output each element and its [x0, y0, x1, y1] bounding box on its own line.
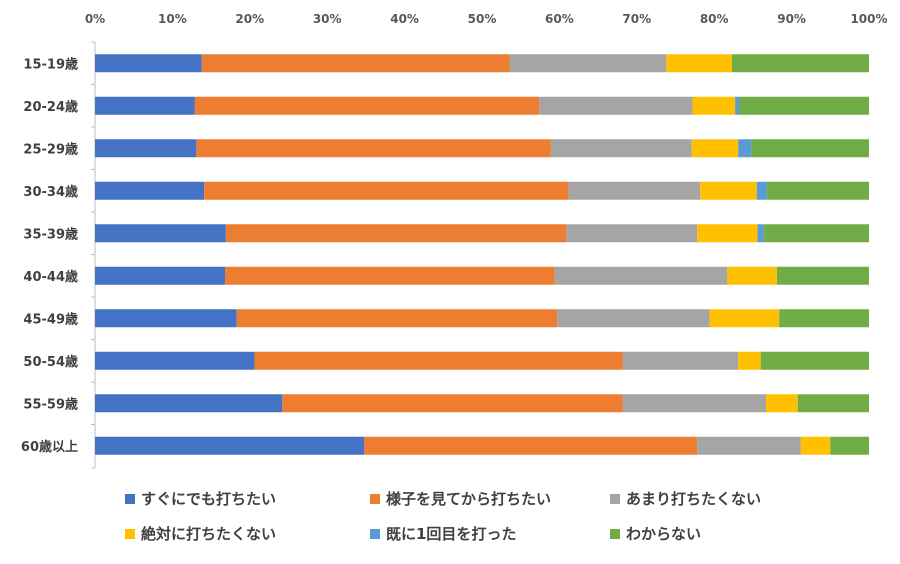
legend-swatch	[610, 493, 620, 504]
bar-segment	[95, 309, 237, 328]
bar-segment	[225, 266, 555, 285]
bar-segment	[751, 139, 869, 158]
bar-segment	[509, 54, 667, 73]
bar-segment	[797, 394, 869, 413]
bar-segment	[557, 309, 710, 328]
legend: すぐにでも打ちたい 様子を見てから打ちたい あまり打ちたくない 絶対に打ちたくな…	[125, 488, 865, 544]
category-label: 40-44歳	[23, 269, 78, 285]
bar-segment	[763, 224, 869, 243]
legend-swatch	[370, 493, 380, 504]
x-tick-label: 100%	[850, 12, 887, 26]
x-tick-label: 90%	[777, 12, 806, 26]
category-label: 50-54歳	[23, 354, 78, 370]
bar-segment	[666, 54, 733, 73]
x-tick-label: 50%	[468, 12, 497, 26]
bar-segment	[539, 96, 693, 115]
category-label: 30-34歳	[23, 184, 78, 200]
bar-segment	[830, 436, 869, 455]
bar-segment	[776, 266, 869, 285]
x-tick-label: 0%	[85, 12, 105, 26]
bar-segment	[738, 139, 752, 158]
legend-label: 既に1回目を打った	[386, 525, 517, 543]
bar-segment	[709, 309, 780, 328]
legend-label: すぐにでも打ちたい	[141, 490, 277, 508]
category-label: 15-19歳	[23, 56, 78, 72]
legend-label: 絶対に打ちたくない	[141, 525, 277, 543]
bar-segment	[95, 181, 205, 200]
legend-swatch	[610, 528, 620, 539]
stacked-bar-chart: 0% 10% 20% 30% 40% 50% 60% 70% 80% 90% 100% 15-19歳 2…	[21, 12, 888, 469]
legend-label: あまり打ちたくない	[626, 490, 762, 508]
legend-label: 様子を見てから打ちたい	[386, 490, 552, 508]
x-tick-label: 80%	[700, 12, 729, 26]
bar-segment	[566, 224, 698, 243]
legend-item: 様子を見てから打ちたい	[370, 488, 610, 509]
legend-swatch	[370, 528, 380, 539]
bar-segment	[622, 351, 739, 370]
category-label: 45-49歳	[23, 311, 78, 327]
bar-segment	[236, 309, 558, 328]
x-tick-label: 70%	[622, 12, 651, 26]
bar-segment	[760, 351, 869, 370]
x-tick-label: 20%	[235, 12, 264, 26]
bar-segment	[691, 139, 739, 158]
legend-item: あまり打ちたくない	[610, 488, 860, 509]
legend-item: 既に1回目を打った	[370, 523, 610, 544]
bar-segment	[800, 436, 831, 455]
legend-label: わからない	[626, 525, 702, 543]
x-tick-label: 30%	[313, 12, 342, 26]
bar-segment	[732, 54, 869, 73]
bar-segment	[738, 351, 761, 370]
bar-segment	[554, 266, 728, 285]
bar-segment	[95, 96, 195, 115]
bar-segment	[95, 394, 283, 413]
bar-segment	[364, 436, 698, 455]
bar-segment	[194, 96, 540, 115]
bar-segment	[204, 181, 569, 200]
legend-swatch	[125, 528, 135, 539]
bar-segment	[550, 139, 692, 158]
category-label: 60歳以上	[21, 439, 78, 455]
category-label: 25-29歳	[23, 141, 78, 157]
bar-segment	[738, 96, 869, 115]
bar-segment	[196, 139, 551, 158]
bar-segment	[95, 436, 365, 455]
bar-segment	[95, 351, 255, 370]
bar-segment	[568, 181, 701, 200]
bar-segment	[225, 224, 567, 243]
bar-segment	[95, 54, 202, 73]
x-tick-label: 40%	[390, 12, 419, 26]
legend-item: すぐにでも打ちたい	[125, 488, 370, 509]
bar-segment	[622, 394, 767, 413]
bar-segment	[727, 266, 777, 285]
bar-segment	[735, 96, 739, 115]
bar-segment	[95, 224, 226, 243]
bar-segment	[766, 181, 869, 200]
x-tick-label: 60%	[545, 12, 574, 26]
bar-segment	[766, 394, 798, 413]
bar-segment	[282, 394, 623, 413]
bar-segment	[756, 181, 767, 200]
bar-segment	[697, 224, 758, 243]
x-tick-label: 10%	[158, 12, 187, 26]
bar-segment	[779, 309, 869, 328]
legend-swatch	[125, 493, 135, 504]
bar-segment	[95, 139, 197, 158]
legend-item: 絶対に打ちたくない	[125, 523, 370, 544]
bar-segment	[201, 54, 510, 73]
bar-segment	[692, 96, 736, 115]
legend-item: わからない	[610, 523, 860, 544]
category-label: 20-24歳	[23, 99, 78, 115]
bar-segment	[697, 436, 801, 455]
category-label: 35-39歳	[23, 226, 78, 242]
bar-segment	[254, 351, 623, 370]
bar-segment	[700, 181, 757, 200]
bar-segment	[95, 266, 226, 285]
bar-segment	[757, 224, 764, 243]
category-label: 55-59歳	[23, 396, 78, 412]
